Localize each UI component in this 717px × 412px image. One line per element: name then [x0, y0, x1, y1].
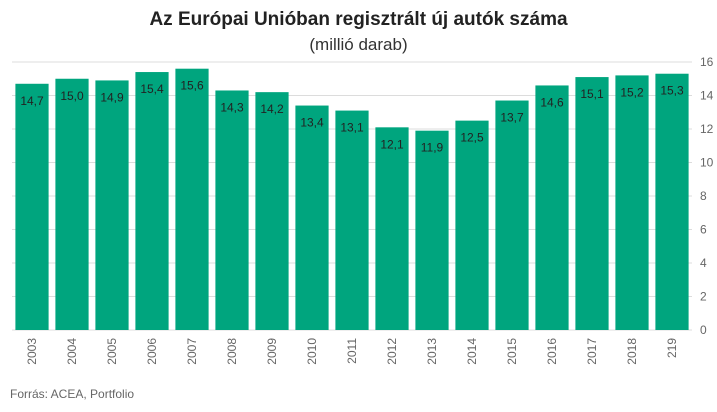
- bar: [255, 92, 289, 331]
- x-tick-label: 2017: [585, 338, 599, 365]
- data-label: 15,0: [60, 89, 84, 103]
- y-tick-label: 14: [700, 89, 714, 103]
- bar: [15, 83, 49, 331]
- x-tick-label: 2012: [385, 338, 399, 365]
- data-label: 15,3: [660, 84, 684, 98]
- bar: [295, 105, 329, 330]
- data-label: 15,6: [180, 79, 204, 93]
- chart-subtitle: (millió darab): [309, 35, 408, 54]
- x-tick-label: 2016: [545, 338, 559, 365]
- y-tick-label: 8: [700, 189, 707, 203]
- x-tick-label: 2014: [465, 338, 479, 365]
- chart-title: Az Európai Unióban regisztrált új autók …: [149, 9, 568, 30]
- x-tick-label: 2009: [265, 338, 279, 365]
- bar: [655, 73, 689, 330]
- x-tick-label: 2003: [25, 338, 39, 365]
- data-label: 11,9: [421, 141, 444, 155]
- bar: [375, 127, 409, 330]
- y-tick-label: 10: [700, 156, 714, 170]
- data-label: 14,6: [540, 95, 564, 109]
- x-tick-label: 2006: [145, 338, 159, 365]
- y-tick-label: 2: [700, 290, 707, 304]
- y-tick-label: 12: [700, 122, 714, 136]
- data-label: 14,7: [20, 94, 44, 108]
- x-tick-label: 2004: [65, 338, 79, 365]
- data-label: 14,9: [100, 90, 124, 104]
- data-label: 15,4: [140, 82, 164, 96]
- data-label: 14,3: [220, 100, 244, 114]
- y-tick-label: 4: [700, 256, 707, 270]
- bar: [495, 100, 529, 331]
- data-label: 15,2: [620, 85, 644, 99]
- bar: [615, 75, 649, 331]
- data-label: 12,1: [380, 137, 404, 151]
- x-tick-label: 219: [665, 338, 679, 358]
- data-label: 13,1: [340, 121, 364, 135]
- y-tick-label: 6: [700, 223, 707, 237]
- bar: [135, 72, 169, 331]
- bar: [215, 90, 249, 330]
- x-tick-label: 2007: [185, 338, 199, 365]
- bar: [175, 68, 209, 330]
- x-tick-label: 2005: [105, 338, 119, 365]
- data-label: 15,1: [580, 87, 604, 101]
- bar: [95, 80, 129, 330]
- x-tick-label: 2011: [345, 338, 359, 364]
- data-label: 14,2: [260, 102, 284, 116]
- y-tick-label: 0: [700, 323, 707, 337]
- x-tick-label: 2015: [505, 338, 519, 365]
- bar: [415, 130, 449, 330]
- bar: [535, 85, 569, 330]
- bar: [455, 120, 489, 330]
- x-tick-label: 2008: [225, 338, 239, 365]
- x-tick-label: 2010: [305, 338, 319, 365]
- bar: [575, 77, 609, 330]
- source-note: Forrás: ACEA, Portfolio: [10, 387, 135, 401]
- data-label: 13,4: [300, 116, 324, 130]
- bar: [335, 110, 369, 330]
- data-label: 12,5: [460, 131, 484, 145]
- x-tick-label: 2018: [625, 338, 639, 365]
- data-label: 13,7: [500, 111, 524, 125]
- x-tick-label: 2013: [425, 338, 439, 365]
- y-tick-label: 16: [700, 55, 714, 69]
- bar: [55, 78, 89, 330]
